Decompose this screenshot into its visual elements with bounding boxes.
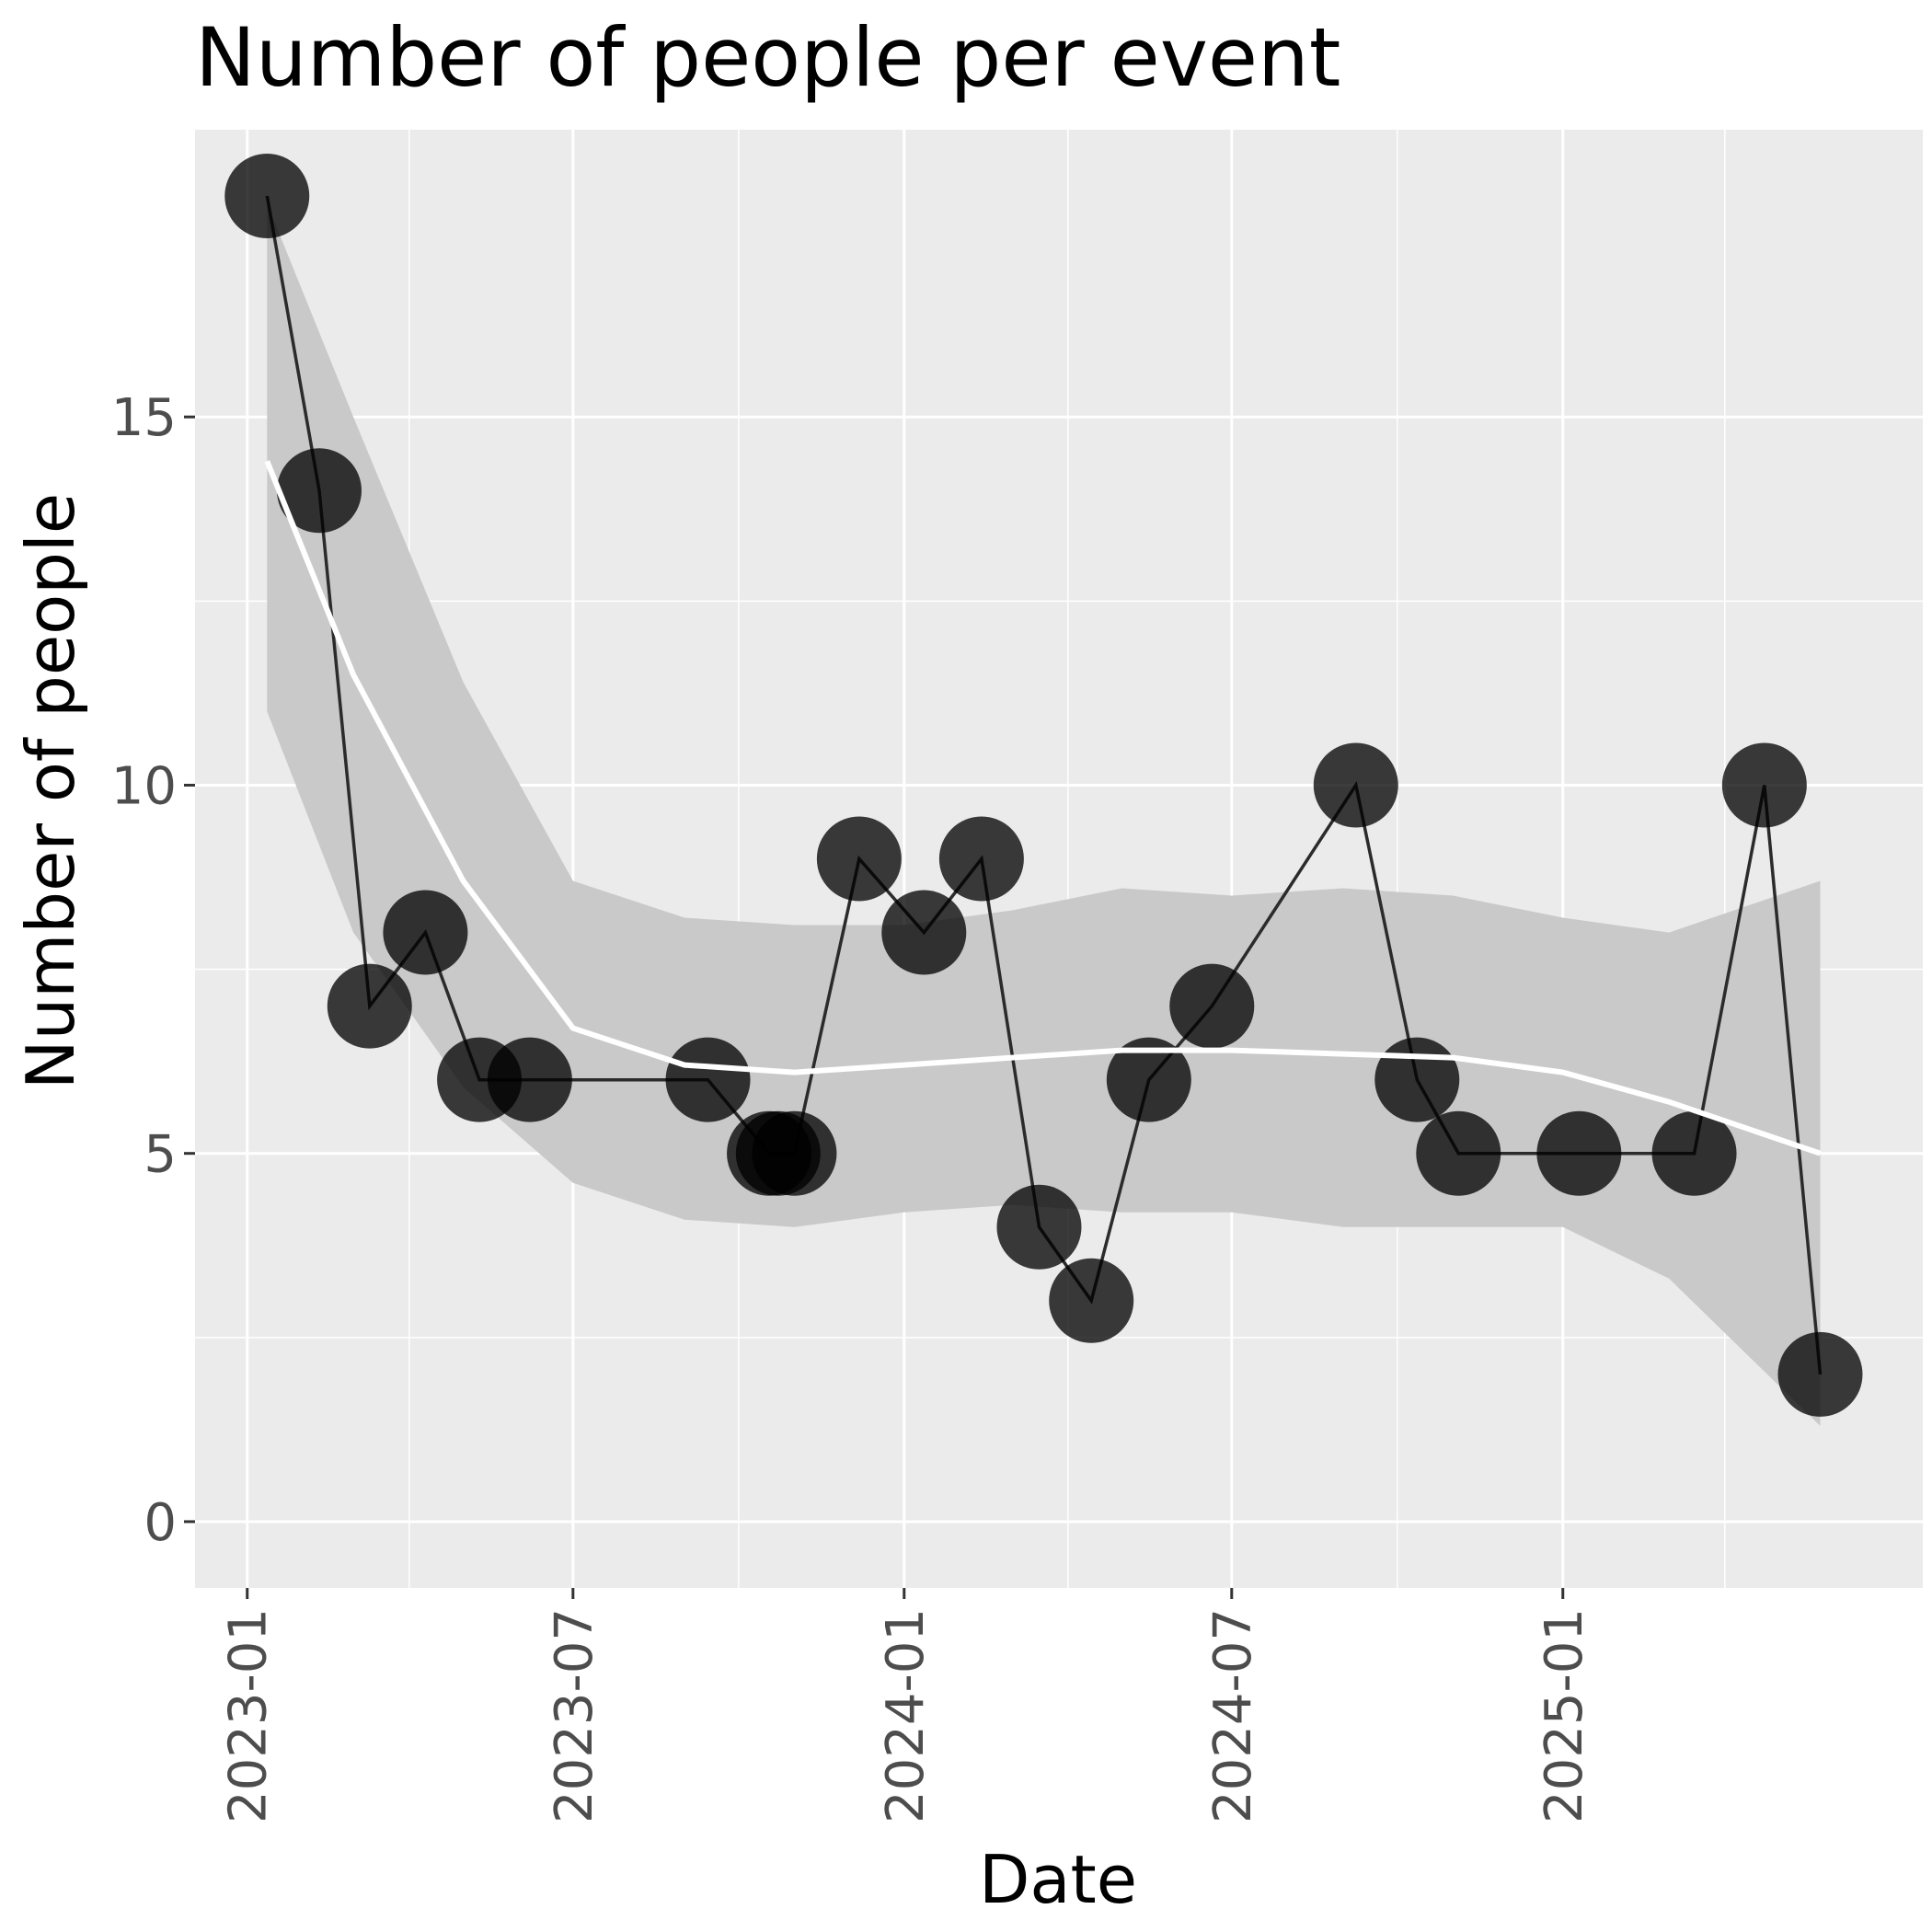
y-tick-label: 10	[111, 756, 177, 816]
y-axis: 0 5 10 15	[111, 388, 195, 1553]
chart-title: Number of people per event	[195, 10, 1340, 105]
data-point	[224, 154, 310, 239]
data-point	[327, 963, 412, 1049]
x-tick-label: 2024-01	[876, 1608, 936, 1823]
data-point	[881, 890, 967, 975]
y-tick-label: 0	[144, 1493, 177, 1553]
data-point	[816, 816, 902, 902]
confidence-ribbon	[267, 203, 1821, 1426]
data-point	[752, 1110, 837, 1196]
data-point	[1721, 742, 1807, 828]
data-point	[1106, 1037, 1191, 1122]
data-points	[224, 154, 1863, 1417]
x-tick-label: 2023-01	[219, 1608, 279, 1823]
data-point	[383, 890, 468, 975]
x-tick-label: 2024-07	[1203, 1608, 1263, 1823]
data-point	[1651, 1110, 1737, 1196]
y-axis-title: Number of people	[12, 493, 89, 1089]
data-point	[1169, 963, 1255, 1049]
data-point	[1777, 1331, 1863, 1417]
data-point	[1374, 1037, 1460, 1122]
data-point	[1416, 1110, 1501, 1196]
data-point	[1049, 1258, 1134, 1343]
data-point	[1313, 742, 1398, 828]
data-point	[996, 1184, 1082, 1270]
y-tick-label: 5	[144, 1125, 177, 1185]
x-axis-title: Date	[979, 1841, 1137, 1918]
x-tick-label: 2025-01	[1535, 1608, 1594, 1823]
smooth-line	[264, 460, 1822, 1156]
data-point	[938, 816, 1024, 902]
x-tick-label: 2023-07	[545, 1608, 604, 1823]
y-tick-label: 15	[111, 388, 177, 448]
data-point	[1536, 1110, 1622, 1196]
data-point	[665, 1037, 751, 1122]
x-axis: 2023-01 2023-07 2024-01 2024-07 2025-01	[219, 1588, 1594, 1823]
data-point	[276, 448, 362, 534]
data-point	[487, 1037, 572, 1122]
